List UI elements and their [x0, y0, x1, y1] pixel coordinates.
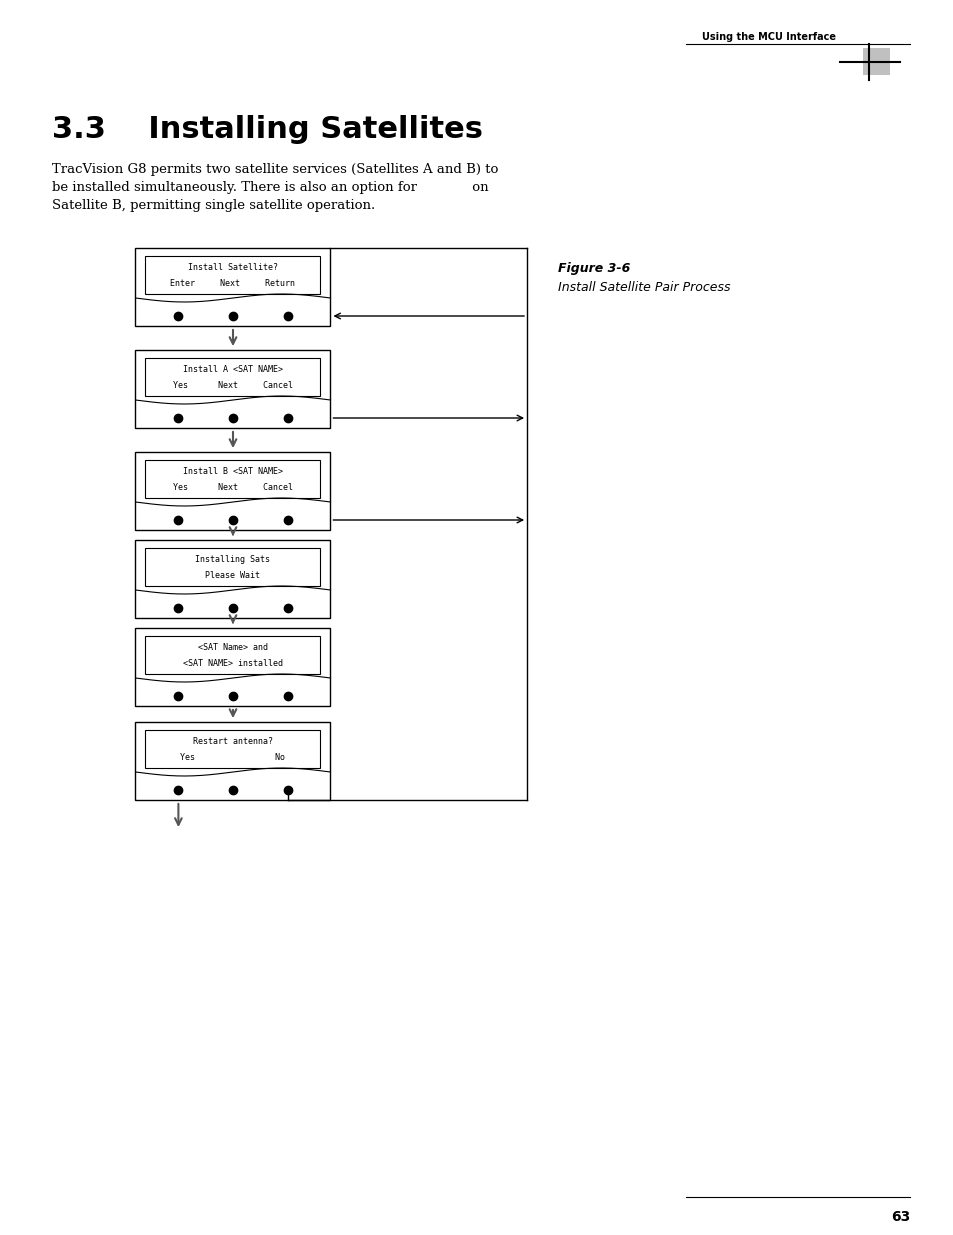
- Bar: [135, 540, 330, 618]
- Text: 3.3    Installing Satellites: 3.3 Installing Satellites: [52, 115, 482, 144]
- Bar: [135, 722, 330, 800]
- Text: Enter     Next     Return: Enter Next Return: [171, 279, 295, 288]
- Text: Using the MCU Interface: Using the MCU Interface: [701, 32, 835, 42]
- Text: Install A <SAT NAME>: Install A <SAT NAME>: [183, 364, 283, 374]
- Bar: [146, 256, 320, 294]
- Text: 63: 63: [890, 1210, 909, 1224]
- Text: Yes      Next     Cancel: Yes Next Cancel: [172, 483, 293, 492]
- Text: Please Wait: Please Wait: [205, 571, 260, 580]
- Bar: [146, 636, 320, 674]
- Text: Install Satellite?: Install Satellite?: [188, 263, 277, 272]
- Bar: [135, 350, 330, 429]
- Text: TracVision G8 permits two satellite services (Satellites A and B) to: TracVision G8 permits two satellite serv…: [52, 163, 497, 177]
- Text: <SAT NAME> installed: <SAT NAME> installed: [183, 658, 283, 668]
- Text: Install Satellite Pair Process: Install Satellite Pair Process: [558, 282, 730, 294]
- Text: Figure 3-6: Figure 3-6: [558, 262, 630, 275]
- Text: Yes      Next     Cancel: Yes Next Cancel: [172, 380, 293, 390]
- Text: Install B <SAT NAME>: Install B <SAT NAME>: [183, 467, 283, 475]
- Bar: [146, 548, 320, 585]
- Text: be installed simultaneously. There is also an option for             on: be installed simultaneously. There is al…: [52, 182, 488, 194]
- Text: <SAT Name> and: <SAT Name> and: [198, 643, 268, 652]
- Bar: [146, 730, 320, 768]
- Bar: [135, 452, 330, 530]
- Text: Installing Sats: Installing Sats: [195, 555, 271, 564]
- Bar: [135, 248, 330, 326]
- Bar: [135, 629, 330, 706]
- Bar: [862, 48, 889, 75]
- Text: Satellite B, permitting single satellite operation.: Satellite B, permitting single satellite…: [52, 199, 375, 212]
- Bar: [146, 358, 320, 396]
- Text: Yes                No: Yes No: [180, 753, 285, 762]
- Bar: [146, 459, 320, 498]
- Text: Restart antenna?: Restart antenna?: [193, 737, 273, 746]
